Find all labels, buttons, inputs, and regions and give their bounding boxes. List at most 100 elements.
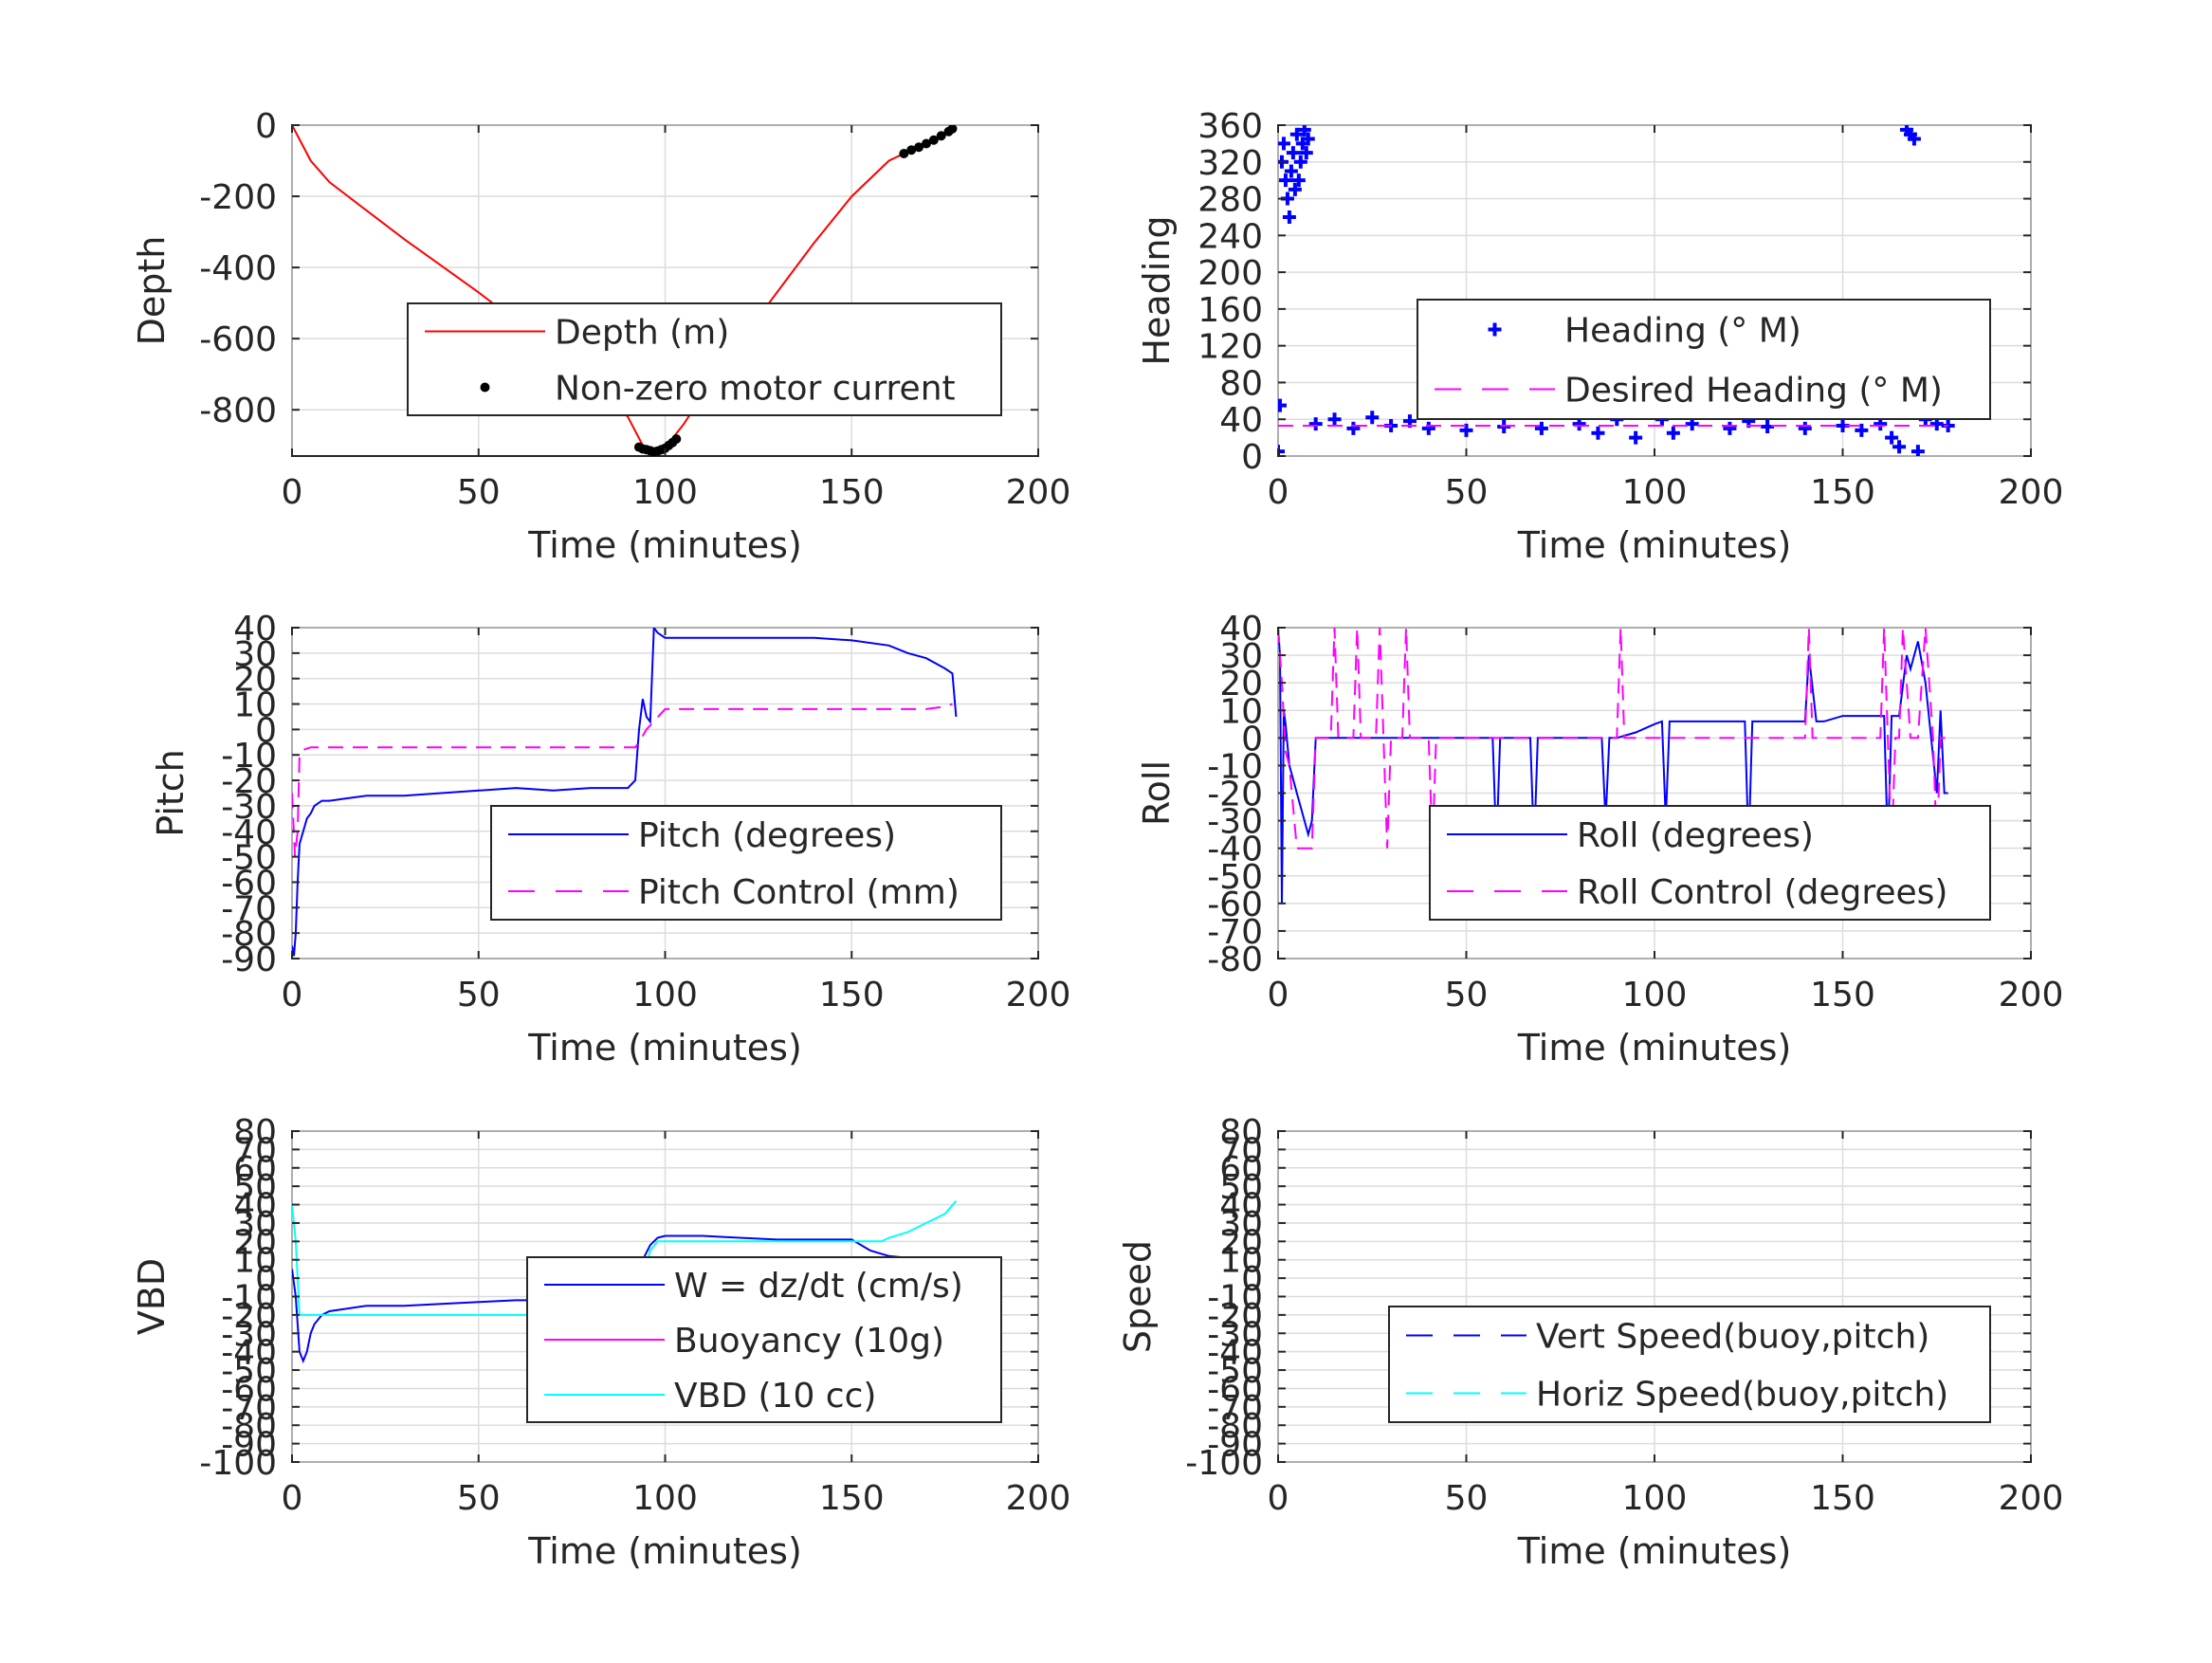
x-tick-label: 50 (1445, 1479, 1489, 1518)
legend-label: Vert Speed(buoy,pitch) (1536, 1318, 1929, 1357)
series-point (1885, 430, 1899, 445)
y-axis-label: Speed (1117, 1240, 1159, 1353)
y-tick-label: -20 (221, 1297, 277, 1336)
legend-box (407, 302, 1002, 416)
legend-label: Pitch (degrees) (638, 816, 896, 855)
y-tick-label: 80 (1219, 364, 1263, 403)
series-point (671, 433, 682, 444)
x-tick-label: 0 (282, 1479, 303, 1518)
x-tick-label: 200 (1006, 976, 1071, 1014)
x-tick-label: 150 (1810, 1479, 1875, 1518)
y-tick-label: -30 (1207, 803, 1263, 842)
y-tick-label: -60 (221, 864, 277, 903)
y-tick-label: -10 (1207, 747, 1263, 786)
y-tick-label: -30 (221, 1315, 277, 1354)
series-point (1365, 411, 1380, 425)
legend-label: Horiz Speed(buoy,pitch) (1536, 1376, 1948, 1415)
y-tick-label: 40 (1219, 610, 1263, 649)
y-tick-label: 40 (233, 1187, 277, 1226)
series-point (1308, 417, 1323, 431)
y-tick-label: 50 (1219, 1168, 1263, 1207)
x-tick-label: 200 (1006, 1479, 1071, 1518)
y-tick-label: 20 (233, 661, 277, 700)
y-tick-label: -50 (221, 1352, 277, 1391)
y-tick-label: -40 (221, 1334, 277, 1373)
y-tick-label: -10 (221, 737, 277, 776)
y-tick-label: -800 (199, 392, 277, 430)
y-tick-label: -70 (1207, 913, 1263, 952)
y-tick-label: -90 (1207, 1426, 1263, 1465)
legend-label: Desired Heading (° M) (1564, 372, 1943, 411)
y-tick-label: 280 (1197, 181, 1263, 220)
series-group (292, 628, 958, 957)
y-tick-label: 40 (1219, 401, 1263, 440)
series-point (1591, 426, 1605, 440)
legend-marker (1488, 322, 1502, 337)
series-line-1 (292, 703, 953, 857)
series-point (1534, 421, 1548, 435)
series-line-0 (292, 628, 958, 957)
x-tick-label: 150 (819, 1479, 885, 1518)
legend-label: W = dz/dt (cm/s) (674, 1267, 963, 1306)
depth-panel: 0 50 100 150 200 0 -200 -400 -600 -800 Time (minut… (131, 107, 1070, 566)
x-tick-label: 150 (1810, 473, 1875, 512)
series-point (1327, 412, 1342, 427)
series-point (1666, 426, 1680, 440)
y-axis-label: Pitch (150, 749, 192, 837)
y-tick-label: -40 (1207, 831, 1263, 869)
y-tick-label: -60 (1207, 1370, 1263, 1409)
y-tick-label: 200 (1197, 254, 1263, 293)
y-tick-label: -70 (221, 1389, 277, 1428)
y-tick-label: -20 (1207, 1297, 1263, 1336)
x-tick-label: 0 (1268, 473, 1289, 512)
y-axis-label: Depth (131, 236, 173, 346)
y-tick-label: 30 (233, 635, 277, 674)
y-tick-label: -40 (1207, 1334, 1263, 1373)
y-tick-label: 240 (1197, 217, 1263, 256)
series-point (1278, 137, 1290, 151)
y-tick-label: -400 (199, 249, 277, 288)
y-tick-label: 0 (1241, 1260, 1263, 1299)
x-tick-label: 0 (282, 976, 303, 1014)
pitch-panel: 0 50 100 150 200403020100-10-20-30-40-50-60-… (150, 610, 1070, 1069)
y-tick-label: 30 (233, 1205, 277, 1244)
x-tick-label: 0 (1268, 1479, 1289, 1518)
legend-box (1429, 805, 1991, 921)
series-point (1297, 125, 1311, 137)
series-point (1907, 132, 1921, 146)
y-tick-label: 0 (255, 107, 277, 146)
x-tick-label: 150 (819, 473, 885, 512)
x-axis-label: Time (minutes) (527, 1027, 802, 1069)
series-point (1286, 146, 1300, 160)
legend-box (490, 805, 1002, 921)
y-tick-label: 120 (1197, 328, 1263, 367)
y-tick-label: 80 (1219, 1113, 1263, 1152)
legend-box (1388, 1306, 1991, 1423)
y-tick-label: -90 (221, 941, 277, 979)
x-tick-label: 200 (1006, 473, 1071, 512)
series-point (1282, 210, 1296, 224)
series-point (1421, 421, 1435, 435)
legend-label: VBD (10 cc) (674, 1377, 876, 1416)
x-axis-label: Time (minutes) (527, 1530, 802, 1572)
y-tick-label: -10 (1207, 1279, 1263, 1318)
y-tick-label: 40 (233, 610, 277, 649)
series-point (1855, 423, 1869, 437)
y-tick-label: 0 (1241, 438, 1263, 477)
y-tick-label: 160 (1197, 291, 1263, 330)
y-tick-label: 0 (1241, 720, 1263, 758)
y-tick-label: 40 (1219, 1187, 1263, 1226)
y-tick-label: 0 (255, 1260, 277, 1299)
series-point (936, 131, 946, 141)
x-tick-label: 50 (457, 976, 501, 1014)
y-tick-label: 70 (1219, 1131, 1263, 1170)
y-tick-label: -70 (221, 889, 277, 928)
x-tick-label: 200 (1999, 1479, 2064, 1518)
legend-label: Heading (° M) (1564, 312, 1801, 351)
y-tick-label: -50 (1207, 858, 1263, 897)
y-tick-label: 60 (233, 1150, 277, 1189)
legend-label: Pitch Control (mm) (638, 873, 960, 912)
y-tick-label: 20 (1219, 665, 1263, 704)
